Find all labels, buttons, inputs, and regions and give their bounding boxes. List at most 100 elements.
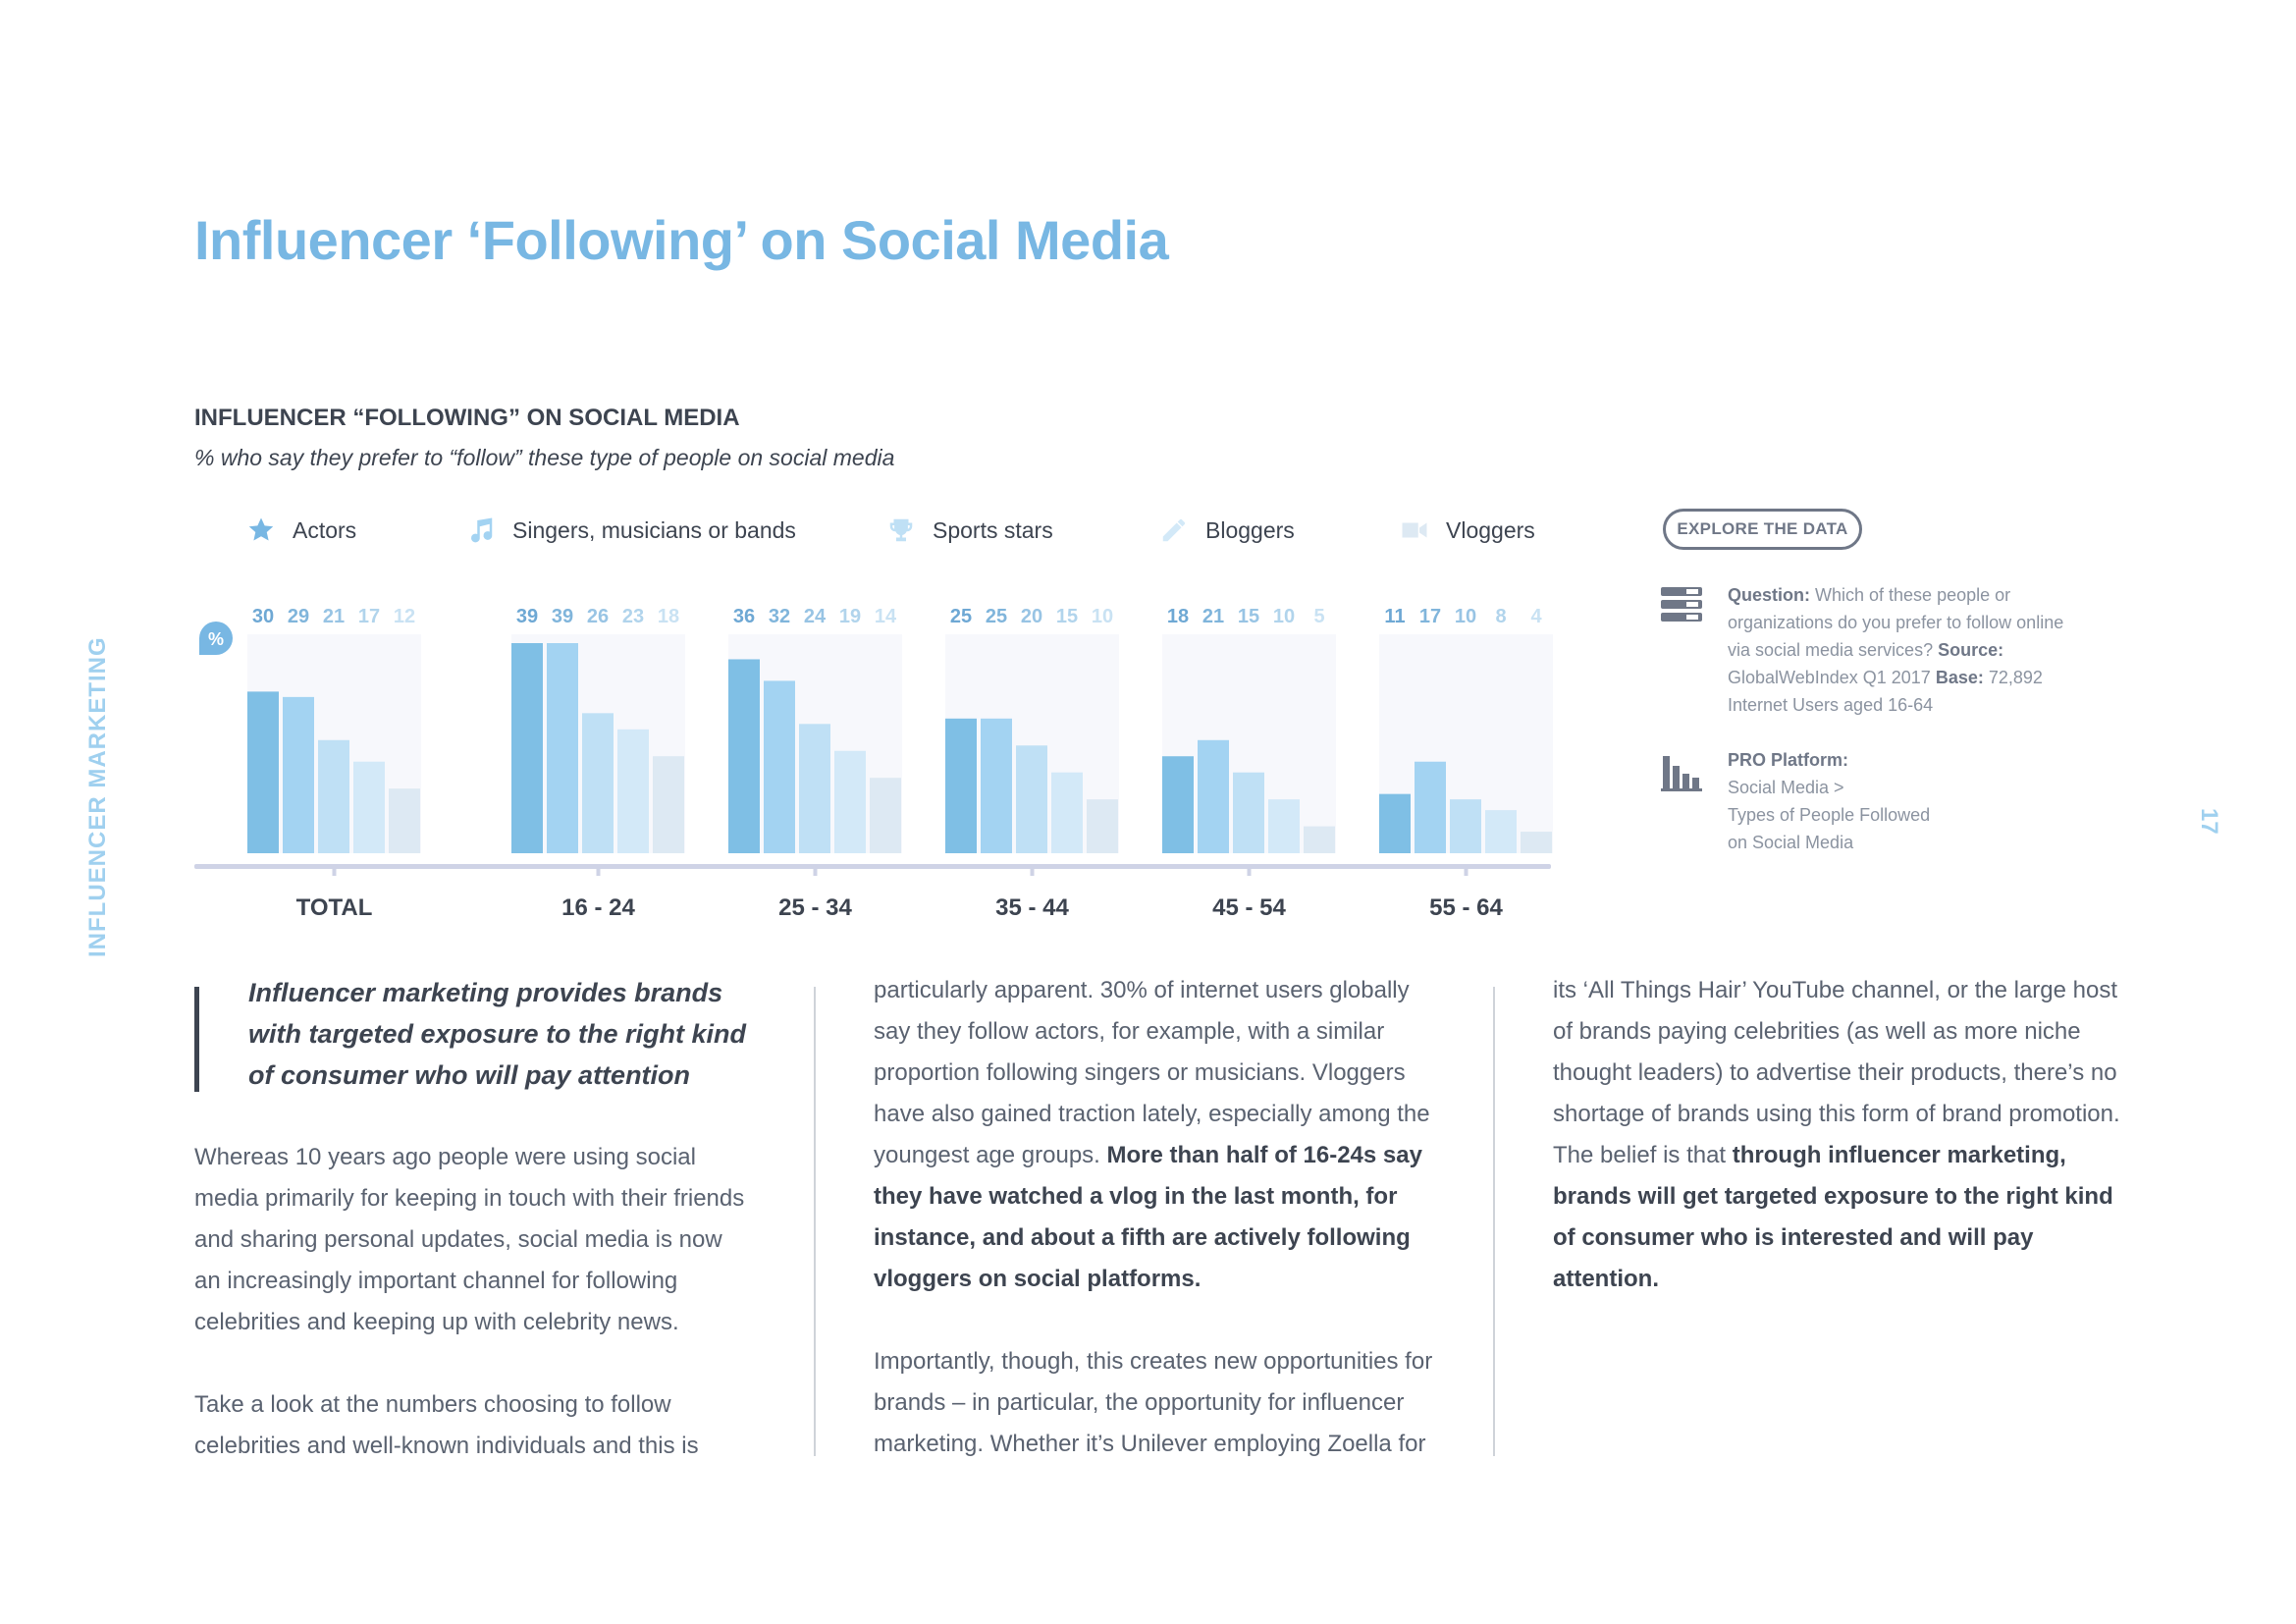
chart-title: INFLUENCER “FOLLOWING” ON SOCIAL MEDIA [194, 405, 740, 431]
pro-platform-line: Types of People Followed [1728, 805, 1931, 825]
bar [1450, 799, 1481, 853]
paragraph: its ‘All Things Hair’ YouTube channel, o… [1553, 970, 2122, 1300]
bar [1304, 826, 1335, 853]
bar [981, 718, 1012, 853]
pro-platform-label: PRO Platform: [1728, 750, 1849, 770]
base-label: Base: [1935, 668, 1984, 687]
chart-group-panel [1379, 634, 1553, 853]
star-icon [245, 514, 277, 546]
axis-tick [813, 866, 818, 876]
data-label: 10 [1092, 606, 1113, 627]
category-label: 25 - 34 [778, 894, 852, 921]
data-label: 21 [323, 606, 345, 627]
bar [764, 680, 795, 853]
column-divider [814, 987, 816, 1456]
source-label: Source: [1938, 640, 2004, 660]
bar [617, 729, 649, 853]
legend-label: Vloggers [1446, 516, 1535, 543]
data-label: 19 [839, 606, 861, 627]
legend-label: Actors [293, 516, 357, 543]
data-label: 14 [875, 606, 897, 627]
bar [389, 788, 420, 853]
data-label: 26 [587, 606, 609, 627]
bar [353, 761, 385, 853]
pro-platform-link[interactable]: Social Media > [1728, 778, 1844, 797]
bar [1233, 772, 1264, 853]
column-divider [1493, 987, 1495, 1456]
paragraph: Take a look at the numbers choosing to f… [194, 1391, 699, 1459]
page-title: Influencer ‘Following’ on Social Media [194, 209, 1169, 271]
bar [1415, 761, 1446, 853]
data-label: 5 [1313, 606, 1324, 627]
legend-label: Bloggers [1205, 516, 1295, 543]
data-label: 12 [394, 606, 415, 627]
bar [870, 778, 901, 853]
data-label: 30 [252, 606, 274, 627]
data-label: 17 [358, 606, 380, 627]
side-section-label: INFLUENCER MARKETING [84, 636, 111, 957]
pro-platform-note: PRO Platform: Social Media > Types of Pe… [1728, 746, 2081, 856]
bar-chart-icon [1661, 752, 1702, 793]
bar [834, 750, 866, 853]
category-label: 16 - 24 [561, 894, 635, 921]
paragraph-highlight: through influencer marketing, brands wil… [1553, 1142, 2113, 1292]
pro-platform-line: on Social Media [1728, 833, 1854, 852]
axis-tick [596, 866, 601, 876]
pull-quote-bar [194, 987, 199, 1092]
paragraph-text: its ‘All Things Hair’ YouTube channel, o… [1553, 977, 2120, 1168]
base-value: 72,892 [1988, 668, 2043, 687]
percent-badge-icon: % [196, 619, 236, 658]
video-camera-icon [1399, 514, 1430, 546]
legend-item-bloggers: Bloggers [1158, 513, 1295, 548]
data-label: 4 [1530, 606, 1542, 627]
bar [728, 659, 760, 853]
bar [247, 691, 279, 853]
data-label: 8 [1495, 606, 1506, 627]
x-axis-line [194, 864, 1551, 869]
bar [1051, 772, 1083, 853]
bar [945, 718, 977, 853]
bar [283, 696, 314, 853]
paragraph: particularly apparent. 30% of internet u… [874, 970, 1433, 1300]
trophy-icon [885, 514, 917, 546]
data-label: 15 [1056, 606, 1078, 627]
data-label: 25 [950, 606, 972, 627]
pencil-icon [1158, 514, 1190, 546]
question-icon [1661, 585, 1702, 626]
paragraph: Whereas 10 years ago people were using s… [194, 1144, 745, 1335]
text-column-1: Whereas 10 years ago people were using s… [194, 1137, 754, 1508]
data-label: 15 [1238, 606, 1259, 627]
text-column-3: its ‘All Things Hair’ YouTube channel, o… [1553, 970, 2122, 1341]
chart-group-panel [945, 634, 1119, 853]
data-label: 18 [1167, 606, 1189, 627]
axis-tick [332, 866, 337, 876]
chart-subtitle: % who say they prefer to “follow” these … [194, 445, 895, 470]
data-label: 29 [288, 606, 309, 627]
bar [1162, 756, 1194, 853]
bar [318, 739, 349, 853]
text-column-2: particularly apparent. 30% of internet u… [874, 970, 1433, 1506]
legend-item-actors: Actors [245, 513, 356, 548]
bar [1485, 810, 1517, 853]
bar [1268, 799, 1300, 853]
legend-item-sports-stars: Sports stars [885, 513, 1053, 548]
data-label: 11 [1384, 606, 1405, 627]
paragraph-text: particularly apparent. 30% of internet u… [874, 977, 1430, 1168]
data-label: 32 [769, 606, 790, 627]
bar [653, 756, 684, 853]
data-label: 20 [1021, 606, 1042, 627]
category-label: 55 - 64 [1429, 894, 1503, 921]
chart-group-panel [511, 634, 685, 853]
data-label: 23 [622, 606, 644, 627]
explore-data-button[interactable]: EXPLORE THE DATA [1663, 509, 1862, 550]
bar [799, 724, 830, 853]
legend-label: Sports stars [933, 516, 1053, 543]
question-label: Question: [1728, 585, 1810, 605]
data-label: 39 [516, 606, 538, 627]
pull-quote: Influencer marketing provides brands wit… [248, 978, 747, 1090]
base-description: Internet Users aged 16-64 [1728, 695, 1934, 715]
chart-group-panel [728, 634, 902, 853]
source-text: GlobalWebIndex Q1 2017 [1728, 668, 1931, 687]
legend-item-vloggers: Vloggers [1399, 513, 1535, 548]
bar [547, 643, 578, 853]
